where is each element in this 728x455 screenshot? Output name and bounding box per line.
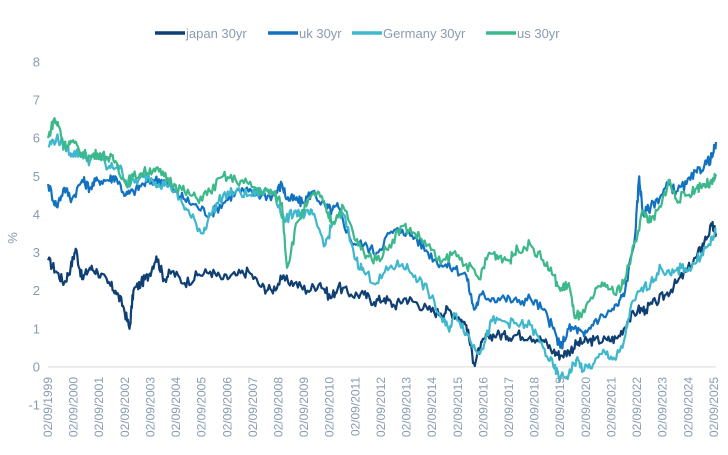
x-axis-ticks: 02/09/1999 02/09/2000 02/09/2001 02/09/2002… [41, 377, 721, 437]
x-tick-label: 02/09/2023 [656, 377, 670, 437]
x-tick-label: 02/09/2000 [67, 377, 81, 437]
x-tick-label: 02/09/2017 [502, 377, 516, 437]
x-tick-label: 02/09/2009 [297, 377, 311, 437]
x-tick-label: 02/09/2020 [579, 377, 593, 437]
x-tick-label: 02/09/2014 [425, 377, 439, 437]
plot-area [47, 117, 718, 383]
x-tick-label: 02/09/2001 [92, 377, 106, 437]
x-tick-label: 02/09/2003 [143, 377, 157, 437]
legend-label: us 30yr [517, 26, 560, 41]
x-tick-label: 02/09/2024 [681, 377, 695, 437]
x-tick-label: 02/09/2016 [476, 377, 490, 437]
y-tick-label: 7 [33, 93, 40, 108]
x-tick-label: 02/09/2012 [374, 377, 388, 437]
x-tick-label: 02/09/2010 [323, 377, 337, 437]
y-tick-label: 0 [33, 359, 40, 374]
y-tick-label: -1 [28, 398, 40, 413]
legend: japan 30yr uk 30yr Germany 30yr us 30yr [155, 26, 560, 41]
y-tick-label: 6 [33, 131, 40, 146]
x-tick-label: 02/09/2002 [118, 377, 132, 437]
y-axis-label: % [5, 232, 20, 244]
x-tick-label: 02/09/2018 [528, 377, 542, 437]
y-tick-label: 5 [33, 169, 40, 184]
x-tick-label: 02/09/2025 [707, 377, 721, 437]
x-tick-label: 02/09/2004 [169, 377, 183, 437]
y-tick-label: 2 [33, 283, 40, 298]
series-line-us-30yr [47, 117, 718, 321]
x-tick-label: 02/09/1999 [41, 377, 55, 437]
x-tick-label: 02/09/2015 [451, 377, 465, 437]
y-axis-ticks: -1 0 1 2 3 4 5 6 7 8 [28, 55, 40, 413]
y-tick-label: 8 [33, 55, 40, 70]
legend-label: japan 30yr [185, 26, 247, 41]
x-tick-label: 02/09/2005 [195, 377, 209, 437]
y-tick-label: 3 [33, 245, 40, 260]
series-line-japan-30yr [47, 220, 718, 368]
x-tick-label: 02/09/2011 [348, 377, 362, 436]
x-tick-label: 02/09/2013 [400, 377, 414, 437]
x-tick-label: 02/09/2007 [246, 377, 260, 437]
x-tick-label: 02/09/2008 [271, 377, 285, 437]
y-tick-label: 4 [33, 207, 40, 222]
x-tick-label: 02/09/2019 [553, 377, 567, 437]
x-tick-label: 02/09/2006 [220, 377, 234, 437]
x-tick-label: 02/09/2021 [604, 377, 618, 437]
legend-label: Germany 30yr [383, 26, 466, 41]
x-tick-label: 02/09/2022 [630, 377, 644, 437]
y-tick-label: 1 [33, 321, 40, 336]
legend-label: uk 30yr [299, 26, 342, 41]
series-line-germany-30yr [47, 133, 717, 383]
